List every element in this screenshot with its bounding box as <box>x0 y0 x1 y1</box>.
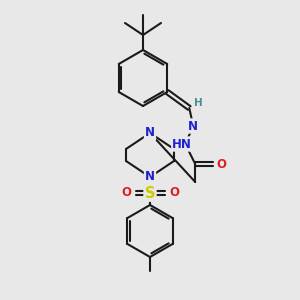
Text: N: N <box>145 170 155 184</box>
Text: O: O <box>121 187 131 200</box>
Text: S: S <box>145 185 155 200</box>
Text: O: O <box>169 187 179 200</box>
Text: O: O <box>216 158 226 170</box>
Text: HN: HN <box>172 137 192 151</box>
Text: H: H <box>194 98 203 108</box>
Text: N: N <box>145 127 155 140</box>
Text: N: N <box>188 119 198 133</box>
